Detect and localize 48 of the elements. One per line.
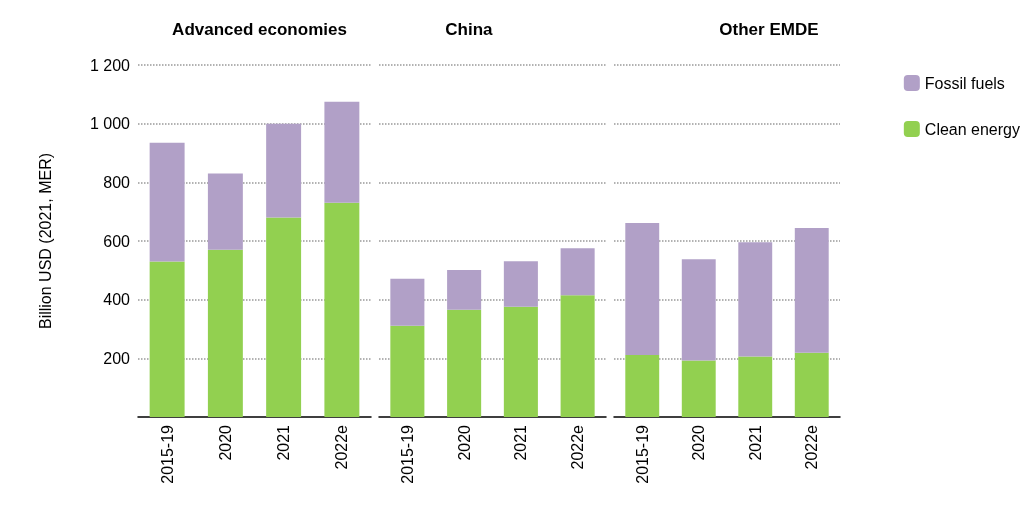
y-axis-title: Billion USD (2021, MER) (36, 152, 54, 330)
bar (794, 352, 829, 417)
bar (207, 249, 243, 417)
bar (503, 306, 538, 417)
legend-label: Fossil fuels (924, 74, 1005, 92)
bar (207, 173, 243, 250)
bar (625, 355, 660, 417)
x-tick-label: 2021 (275, 424, 293, 461)
bar (266, 123, 302, 218)
x-tick-label: 2020 (690, 424, 708, 461)
bar (681, 259, 716, 361)
y-tick-label: 600 (103, 232, 131, 250)
bar (266, 217, 302, 417)
x-tick-label: 2021 (512, 424, 530, 461)
x-tick-label: 2020 (216, 424, 234, 461)
bar (738, 356, 773, 417)
bar (738, 242, 773, 357)
bar (503, 261, 538, 307)
bar (625, 223, 660, 356)
bar (447, 309, 482, 417)
bar (794, 228, 829, 353)
y-tick-label: 1 200 (89, 56, 131, 74)
bar (560, 295, 595, 417)
chart-title: Advanced economies (172, 20, 347, 39)
y-tick-label: 400 (103, 291, 131, 309)
chart-title: Other EMDE (719, 20, 819, 39)
legend-label: Clean energy (924, 120, 1020, 138)
bar (681, 360, 716, 417)
y-tick-label: 200 (103, 349, 131, 367)
x-tick-label: 2015-19 (633, 424, 651, 484)
bar (390, 325, 425, 417)
y-tick-label: 800 (103, 173, 131, 191)
x-tick-label: 2015-19 (398, 424, 416, 484)
bar (149, 261, 185, 417)
bar (324, 202, 360, 417)
bar (447, 270, 482, 310)
x-tick-label: 2022e (803, 424, 821, 470)
bar (149, 142, 185, 262)
bar (560, 248, 595, 296)
chart-title: China (445, 20, 494, 39)
bar (390, 278, 425, 326)
x-tick-label: 2022e (333, 424, 351, 470)
x-tick-label: 2022e (569, 424, 587, 470)
x-tick-label: 2020 (455, 424, 473, 461)
bar (324, 101, 360, 203)
x-tick-label: 2021 (746, 424, 764, 461)
x-tick-label: 2015-19 (158, 424, 176, 484)
y-tick-label: 1 000 (89, 115, 131, 133)
